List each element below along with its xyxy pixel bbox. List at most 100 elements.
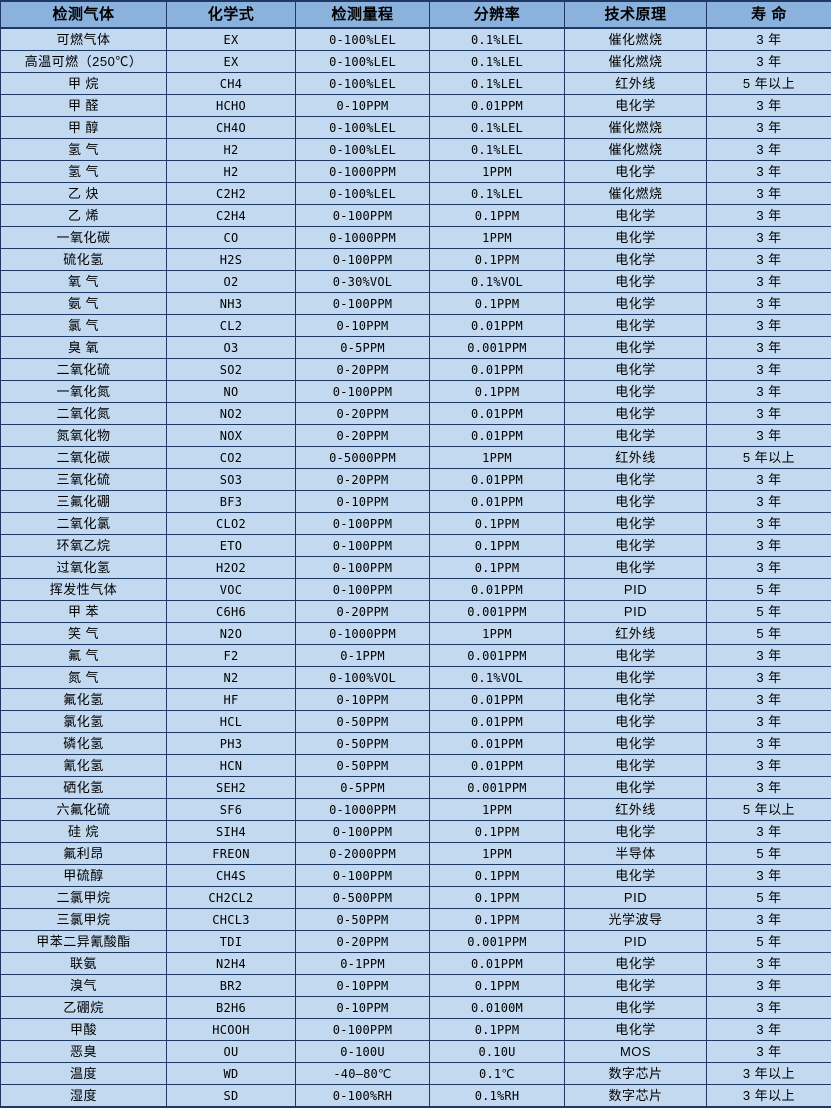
cell-resolution: 1PPM	[430, 161, 565, 183]
cell-technology: 电化学	[565, 667, 707, 689]
cell-gas-name: 磷化氢	[1, 733, 167, 755]
cell-resolution: 0.01PPM	[430, 425, 565, 447]
cell-detection-range: 0-100%LEL	[296, 117, 430, 139]
cell-gas-name: 三氟化硼	[1, 491, 167, 513]
cell-technology: 催化燃烧	[565, 183, 707, 205]
cell-lifetime: 3 年	[707, 909, 831, 931]
cell-lifetime: 3 年	[707, 755, 831, 777]
cell-chemical-formula: BR2	[167, 975, 296, 997]
cell-technology: 电化学	[565, 865, 707, 887]
cell-chemical-formula: CHCL3	[167, 909, 296, 931]
cell-technology: 电化学	[565, 975, 707, 997]
cell-detection-range: 0-100PPM	[296, 293, 430, 315]
cell-detection-range: 0-100PPM	[296, 249, 430, 271]
cell-resolution: 0.01PPM	[430, 711, 565, 733]
cell-lifetime: 3 年	[707, 667, 831, 689]
cell-resolution: 0.1%LEL	[430, 51, 565, 73]
cell-lifetime: 3 年	[707, 953, 831, 975]
cell-chemical-formula: CLO2	[167, 513, 296, 535]
cell-detection-range: 0-5PPM	[296, 777, 430, 799]
cell-technology: 电化学	[565, 469, 707, 491]
cell-gas-name: 氯化氢	[1, 711, 167, 733]
cell-resolution: 0.1PPM	[430, 821, 565, 843]
cell-chemical-formula: CH4S	[167, 865, 296, 887]
cell-lifetime: 3 年	[707, 381, 831, 403]
cell-technology: 电化学	[565, 997, 707, 1019]
cell-lifetime: 3 年	[707, 557, 831, 579]
cell-technology: 红外线	[565, 799, 707, 821]
table-header-row: 检测气体 化学式 检测量程 分辨率 技术原理 寿 命	[1, 1, 831, 28]
cell-resolution: 0.01PPM	[430, 491, 565, 513]
cell-lifetime: 3 年	[707, 403, 831, 425]
cell-technology: 电化学	[565, 293, 707, 315]
cell-gas-name: 氢 气	[1, 161, 167, 183]
cell-gas-name: 甲酸	[1, 1019, 167, 1041]
cell-gas-name: 一氧化碳	[1, 227, 167, 249]
cell-technology: 电化学	[565, 95, 707, 117]
cell-chemical-formula: PH3	[167, 733, 296, 755]
cell-chemical-formula: EX	[167, 51, 296, 73]
cell-resolution: 0.01PPM	[430, 579, 565, 601]
cell-lifetime: 3 年	[707, 975, 831, 997]
cell-resolution: 0.01PPM	[430, 733, 565, 755]
cell-resolution: 0.1PPM	[430, 293, 565, 315]
cell-resolution: 0.1PPM	[430, 909, 565, 931]
cell-detection-range: 0-100PPM	[296, 535, 430, 557]
cell-gas-name: 笑 气	[1, 623, 167, 645]
cell-chemical-formula: SD	[167, 1085, 296, 1108]
cell-detection-range: 0-1000PPM	[296, 161, 430, 183]
cell-chemical-formula: CH4O	[167, 117, 296, 139]
cell-technology: 催化燃烧	[565, 51, 707, 73]
cell-chemical-formula: H2O2	[167, 557, 296, 579]
cell-gas-name: 硒化氢	[1, 777, 167, 799]
cell-technology: 数字芯片	[565, 1063, 707, 1085]
cell-lifetime: 3 年	[707, 777, 831, 799]
cell-gas-name: 湿度	[1, 1085, 167, 1108]
cell-lifetime: 3 年	[707, 689, 831, 711]
cell-resolution: 0.1PPM	[430, 975, 565, 997]
cell-chemical-formula: HCOOH	[167, 1019, 296, 1041]
cell-technology: 红外线	[565, 447, 707, 469]
cell-gas-name: 乙 炔	[1, 183, 167, 205]
cell-lifetime: 3 年	[707, 183, 831, 205]
cell-detection-range: 0-5000PPM	[296, 447, 430, 469]
cell-resolution: 0.1%LEL	[430, 117, 565, 139]
cell-technology: 半导体	[565, 843, 707, 865]
cell-technology: 电化学	[565, 337, 707, 359]
cell-lifetime: 3 年	[707, 117, 831, 139]
cell-gas-name: 氰化氢	[1, 755, 167, 777]
cell-lifetime: 3 年以上	[707, 1085, 831, 1108]
column-header-formula: 化学式	[167, 1, 296, 28]
cell-chemical-formula: H2	[167, 139, 296, 161]
cell-gas-name: 溴气	[1, 975, 167, 997]
cell-gas-name: 过氧化氢	[1, 557, 167, 579]
cell-detection-range: 0-20PPM	[296, 425, 430, 447]
cell-technology: 光学波导	[565, 909, 707, 931]
cell-technology: 电化学	[565, 249, 707, 271]
cell-gas-name: 氟 气	[1, 645, 167, 667]
cell-resolution: 0.001PPM	[430, 931, 565, 953]
cell-chemical-formula: NH3	[167, 293, 296, 315]
cell-gas-name: 二氧化氮	[1, 403, 167, 425]
cell-technology: PID	[565, 579, 707, 601]
cell-chemical-formula: O2	[167, 271, 296, 293]
cell-technology: 电化学	[565, 535, 707, 557]
cell-technology: 电化学	[565, 227, 707, 249]
cell-detection-range: 0-2000PPM	[296, 843, 430, 865]
cell-gas-name: 恶臭	[1, 1041, 167, 1063]
